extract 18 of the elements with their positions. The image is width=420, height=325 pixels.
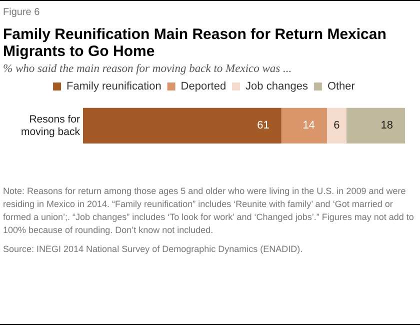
text: Note: Reasons for return among those ages 5 and older who were living in the U.S. in 2009 and were residing in Mexico in 2014. “Family reunification” includes ‘Reunite with family’ and ‘Got married or formed a union’;. “Job changes” includes ‘To look for work’ and ‘Changed jobs’.” Figures may not add to 100% because of rounding. Don’t know not included. bbox=[3, 185, 415, 237]
legend-label: Deported bbox=[180, 80, 226, 93]
bar bbox=[326, 108, 346, 144]
chart-subtitle: % who said the main reason for moving back to Mexico was ... bbox=[3, 63, 293, 75]
bar bbox=[83, 108, 282, 144]
bar bbox=[346, 108, 405, 144]
source-note: Source: INEGI 2014 National Survey of Demographic Dynamics (ENADID). bbox=[3, 243, 304, 256]
bar bbox=[281, 108, 327, 144]
y-tick-label: Resons for moving back bbox=[21, 113, 81, 138]
data-label: 14 bbox=[302, 120, 315, 132]
data-label: 18 bbox=[380, 120, 393, 132]
data-label: 6 bbox=[334, 120, 340, 132]
legend-label: Job changes bbox=[246, 80, 308, 93]
legend-label: Other bbox=[327, 80, 356, 93]
data-label: 61 bbox=[257, 120, 270, 132]
caption: Figure 6 bbox=[3, 7, 41, 18]
chart-title: Family Reunification Main Reason for Return Mexican Migrants to Go Home bbox=[3, 26, 388, 60]
legend-label: Family reunification bbox=[66, 80, 162, 93]
